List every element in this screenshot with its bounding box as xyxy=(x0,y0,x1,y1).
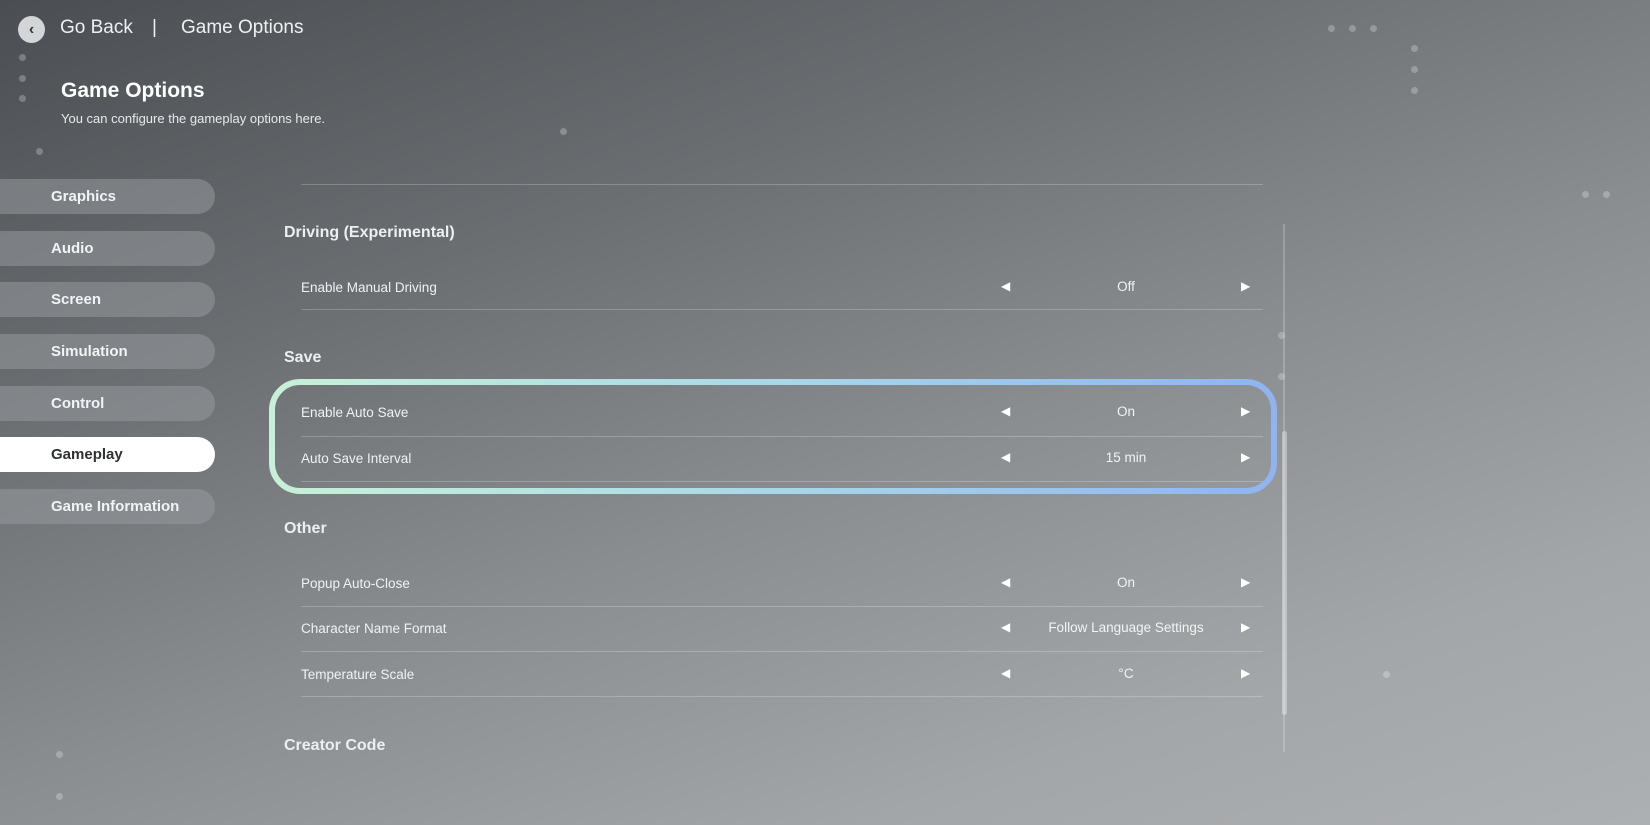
decor-dot xyxy=(19,54,26,61)
back-button[interactable]: ‹ xyxy=(18,16,45,43)
option-value: Follow Language Settings xyxy=(1048,620,1204,635)
decor-dot xyxy=(1383,671,1390,678)
divider xyxy=(301,651,1263,652)
decor-dot xyxy=(56,793,63,800)
divider xyxy=(301,606,1263,607)
sidebar-item-graphics[interactable]: Graphics xyxy=(0,179,215,214)
option-value: On xyxy=(1116,404,1135,419)
option-label: Popup Auto-Close xyxy=(301,576,410,591)
decor-dot xyxy=(19,95,26,102)
decor-dot xyxy=(1411,87,1418,94)
arrow-left-icon[interactable]: ◀ xyxy=(1001,620,1011,634)
decor-dot xyxy=(1582,191,1589,198)
arrow-left-icon[interactable]: ◀ xyxy=(1001,575,1011,589)
section-heading-save: Save xyxy=(284,349,322,366)
option-row-temperature-scale: Temperature Scale ◀ °C ▶ xyxy=(301,655,1263,695)
breadcrumb-current: Game Options xyxy=(181,17,304,38)
arrow-left-icon[interactable]: ◀ xyxy=(1001,279,1011,293)
section-heading-creator-code: Creator Code xyxy=(284,737,386,754)
sidebar-item-audio[interactable]: Audio xyxy=(0,231,215,266)
decor-dot xyxy=(1328,25,1335,32)
option-label: Character Name Format xyxy=(301,621,447,636)
arrow-right-icon[interactable]: ▶ xyxy=(1241,620,1251,634)
option-value: On xyxy=(1116,575,1135,590)
arrow-left-icon[interactable]: ◀ xyxy=(1001,404,1011,418)
scrollbar-thumb[interactable] xyxy=(1282,431,1287,715)
divider xyxy=(301,309,1263,310)
option-row-auto-save: Enable Auto Save ◀ On ▶ xyxy=(301,393,1263,433)
chevron-left-icon: ‹ xyxy=(28,20,35,38)
breadcrumb-separator: | xyxy=(152,17,157,38)
option-row-manual-driving: Enable Manual Driving ◀ Off ▶ xyxy=(301,268,1263,308)
option-label: Enable Auto Save xyxy=(301,405,409,420)
sidebar-item-simulation[interactable]: Simulation xyxy=(0,334,215,369)
arrow-right-icon[interactable]: ▶ xyxy=(1241,575,1251,589)
section-heading-other: Other xyxy=(284,520,327,537)
option-label: Auto Save Interval xyxy=(301,451,412,466)
sidebar-item-game-information[interactable]: Game Information xyxy=(0,489,215,524)
arrow-left-icon[interactable]: ◀ xyxy=(1001,666,1011,680)
page-subtitle: You can configure the gameplay options h… xyxy=(61,111,326,126)
option-label: Enable Manual Driving xyxy=(301,280,437,295)
option-row-character-name-format: Character Name Format ◀ Follow Language … xyxy=(301,609,1263,649)
decor-dot xyxy=(56,751,63,758)
divider xyxy=(301,184,1263,185)
option-value: 15 min xyxy=(1105,450,1147,465)
divider xyxy=(301,481,1263,482)
sidebar-item-screen[interactable]: Screen xyxy=(0,282,215,317)
decor-dot xyxy=(19,75,26,82)
section-heading-driving: Driving (Experimental) xyxy=(284,224,455,241)
arrow-right-icon[interactable]: ▶ xyxy=(1241,450,1251,464)
page-title: Game Options xyxy=(61,79,205,102)
arrow-right-icon[interactable]: ▶ xyxy=(1241,666,1251,680)
option-label: Temperature Scale xyxy=(301,667,415,682)
decor-dot xyxy=(1411,45,1418,52)
sidebar-item-control[interactable]: Control xyxy=(0,386,215,421)
option-row-auto-save-interval: Auto Save Interval ◀ 15 min ▶ xyxy=(301,439,1263,479)
sidebar-item-gameplay[interactable]: Gameplay xyxy=(0,437,215,472)
decor-dot xyxy=(1370,25,1377,32)
decor-dot xyxy=(1411,66,1418,73)
option-value: Off xyxy=(1117,279,1135,294)
decor-dot xyxy=(1603,191,1610,198)
option-row-popup-auto-close: Popup Auto-Close ◀ On ▶ xyxy=(301,564,1263,604)
arrow-left-icon[interactable]: ◀ xyxy=(1001,450,1011,464)
scrollbar-track[interactable] xyxy=(1283,224,1285,752)
divider xyxy=(301,436,1263,437)
decor-dot xyxy=(36,148,43,155)
option-value: °C xyxy=(1118,666,1134,681)
decor-dot xyxy=(560,128,567,135)
arrow-right-icon[interactable]: ▶ xyxy=(1241,279,1251,293)
go-back-link[interactable]: Go Back xyxy=(60,17,133,38)
arrow-right-icon[interactable]: ▶ xyxy=(1241,404,1251,418)
divider xyxy=(301,696,1263,697)
decor-dot xyxy=(1349,25,1356,32)
